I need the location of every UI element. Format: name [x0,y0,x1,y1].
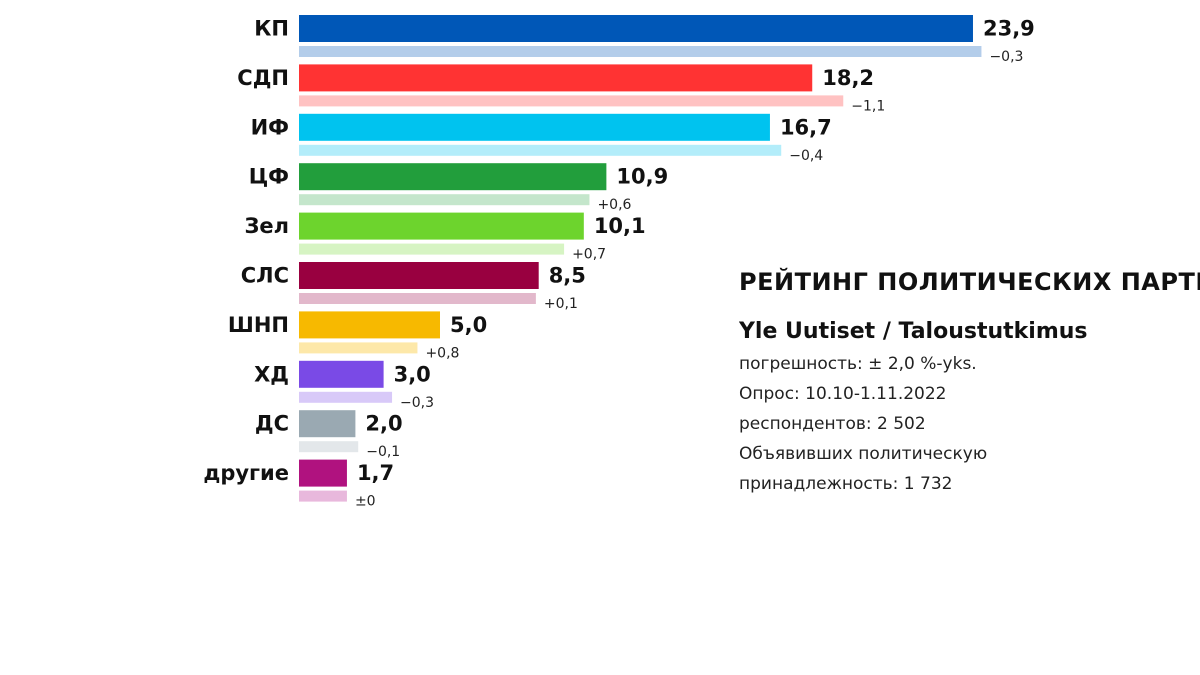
bar-previous [299,46,982,57]
bar-previous [299,391,393,403]
party-label: ДС [255,412,289,436]
margin-of-error: погрешность: ± 2,0 %-yks. [739,354,977,374]
bar-current [299,15,973,42]
bar-previous [299,293,536,304]
change-label: +0,7 [572,247,606,263]
bar-previous [299,144,782,156]
change-label: −0,1 [366,444,400,460]
bar-current [299,410,356,438]
chart-source: Yle Uutiset / Taloustutkimus [739,319,1088,344]
party-label: СДП [237,66,289,90]
party-label: ХД [254,362,289,386]
declared-affiliation-line2: принадлежность: 1 732 [739,474,953,494]
change-label: +0,8 [425,345,459,361]
bar-current [299,262,539,289]
bar-current [299,163,607,191]
bar-previous [299,95,844,107]
value-label: 5,0 [450,313,487,337]
bar-previous [299,243,565,255]
bar-previous [299,342,418,354]
info-panel: РЕЙТИНГ ПОЛИТИЧЕСКИХ ПАРТИЙ Yle Uutiset … [739,262,1200,499]
party-label: СЛС [241,264,289,288]
change-label: +0,6 [597,197,631,213]
value-label: 10,9 [616,165,668,189]
change-label: ±0 [355,494,376,510]
value-label: 1,7 [357,461,394,485]
party-label: ЦФ [249,165,289,189]
survey-period: Опрос: 10.10-1.11.2022 [739,384,947,404]
change-label: −1,1 [851,98,885,114]
change-label: +0,1 [544,296,578,312]
value-label: 16,7 [780,115,832,139]
party-label: ИФ [251,115,289,139]
change-label: −0,4 [789,148,823,164]
party-label: другие [203,461,289,485]
bar-previous [299,194,590,206]
bar-previous [299,490,347,502]
value-label: 18,2 [822,66,874,90]
bar-current [299,64,813,92]
chart-title: РЕЙТИНГ ПОЛИТИЧЕСКИХ ПАРТИЙ [739,268,1200,296]
value-label: 8,5 [549,264,586,288]
bar-current [299,113,770,141]
value-label: 3,0 [394,362,431,386]
declared-affiliation-line1: Объявивших политическую [739,444,988,464]
bar-current [299,212,584,240]
party-label: ШНП [228,313,289,337]
change-label: −0,3 [400,395,434,411]
bar-current [299,459,347,487]
change-label: −0,3 [989,49,1023,65]
party-label: КП [254,17,289,41]
bar-previous [299,441,359,453]
bar-current [299,360,384,388]
value-label: 23,9 [983,17,1035,41]
party-label: Зел [244,214,289,238]
respondents-count: респондентов: 2 502 [739,414,926,434]
value-label: 10,1 [594,214,646,238]
bar-current [299,311,440,339]
value-label: 2,0 [365,412,402,436]
